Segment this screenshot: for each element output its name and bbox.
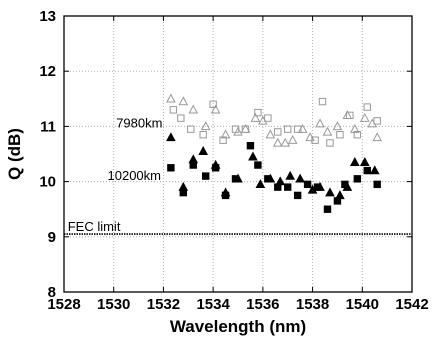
y-tick-label: 8 [48, 284, 56, 301]
triangle-marker [265, 129, 276, 139]
square-marker [311, 136, 319, 144]
annotation-label: 7980km [116, 116, 162, 131]
annotations: 7980km 10200km FEC limit [68, 116, 163, 234]
square-marker [333, 197, 342, 205]
plot-area [64, 16, 412, 292]
square-marker [323, 205, 332, 213]
triangle-marker [200, 121, 211, 131]
x-tick-label: 1542 [395, 296, 428, 313]
square-marker [353, 130, 362, 139]
triangle-marker [325, 187, 335, 197]
square-marker [199, 130, 207, 139]
square-marker [363, 166, 371, 175]
square-marker [169, 106, 178, 114]
triangle-marker [285, 170, 296, 180]
x-tick-label: 1538 [296, 296, 329, 313]
triangle-marker [359, 112, 370, 122]
square-marker [264, 114, 272, 122]
y-axis-title: Q (dB) [5, 128, 24, 180]
triangle-marker [255, 179, 266, 189]
square-marker [284, 183, 292, 191]
x-tick-label: 1532 [147, 296, 180, 313]
triangle-marker [287, 134, 298, 144]
square-marker [219, 136, 227, 144]
triangle-marker [188, 104, 199, 114]
square-marker [264, 175, 272, 183]
square-marker [177, 114, 185, 122]
y-tick-label: 10 [39, 174, 56, 191]
square-marker [211, 164, 220, 172]
y-tick-label: 13 [39, 8, 56, 25]
triangle-marker [166, 132, 176, 142]
square-marker [201, 172, 210, 180]
triangle-marker [233, 126, 243, 136]
triangle-marker [322, 126, 333, 136]
triangle-marker [349, 123, 360, 133]
triangle-marker [220, 129, 231, 139]
square-marker [293, 125, 302, 133]
square-marker [363, 103, 371, 111]
x-tick-label: 1530 [97, 296, 130, 313]
square-marker [179, 188, 188, 197]
square-marker [341, 180, 349, 189]
y-tick-label: 9 [48, 229, 56, 246]
y-tick-label: 11 [40, 118, 56, 135]
triangle-marker [210, 104, 221, 114]
triangle-marker [178, 96, 189, 106]
triangle-marker [250, 112, 261, 122]
triangle-marker [349, 157, 360, 166]
square-marker [241, 125, 250, 133]
triangle-marker [315, 118, 325, 128]
square-marker [221, 191, 230, 200]
square-marker [318, 97, 327, 106]
x-tick-label: 1528 [47, 296, 80, 313]
triangle-marker [369, 165, 380, 175]
square-marker [303, 180, 312, 189]
triangle-marker [372, 132, 383, 142]
annotation-label: 10200km [108, 168, 161, 183]
triangle-marker [272, 137, 283, 147]
square-marker [326, 139, 334, 147]
triangle-marker [295, 173, 305, 183]
square-marker [209, 100, 217, 109]
triangle-marker [280, 137, 291, 147]
y-tick-label: 12 [39, 63, 56, 80]
annotation-label: FEC limit [68, 219, 121, 234]
square-marker [187, 125, 195, 133]
square-marker [274, 128, 282, 136]
triangle-marker [359, 157, 370, 166]
triangle-marker [166, 93, 176, 103]
square-marker [284, 125, 292, 133]
x-tick-label: 1534 [196, 296, 230, 313]
square-marker [254, 108, 262, 117]
data-markers [166, 93, 383, 213]
triangle-marker [248, 151, 258, 161]
square-marker [189, 161, 197, 169]
square-marker [346, 111, 354, 120]
square-marker [313, 183, 322, 191]
square-marker [254, 161, 262, 169]
square-marker [293, 191, 302, 200]
square-marker [274, 183, 282, 191]
triangle-marker [198, 145, 209, 155]
square-marker [231, 175, 240, 183]
x-tick-label: 1536 [246, 296, 279, 313]
x-axis-title: Wavelength (nm) [170, 317, 306, 336]
triangle-marker [332, 121, 343, 131]
square-marker [373, 117, 381, 125]
plot-frame [63, 15, 413, 293]
square-marker [353, 175, 362, 183]
square-marker [373, 180, 381, 189]
x-tick-label: 1540 [346, 296, 379, 313]
axis-ticks: 1528 1530 1532 1534 1536 1538 1540 1542 8 9 10 11 12… [39, 8, 428, 313]
square-marker [167, 164, 175, 172]
square-marker [336, 130, 344, 139]
square-marker [231, 125, 240, 133]
square-marker [246, 142, 255, 150]
